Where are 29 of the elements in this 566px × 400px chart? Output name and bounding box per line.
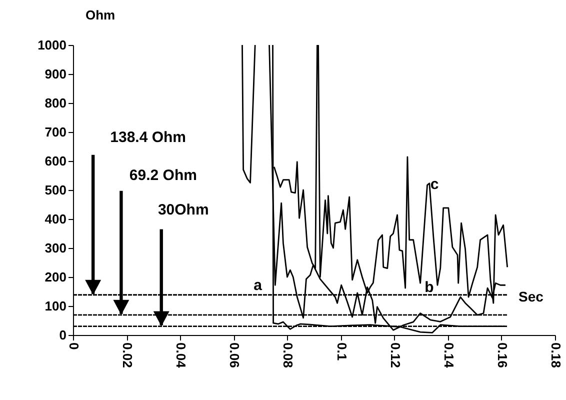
annotation: c (430, 176, 439, 194)
annotation: 138.4 Ohm (110, 128, 186, 146)
y-axis-title: Ohm (86, 8, 116, 22)
x-tick-label: 0.08 (280, 342, 296, 368)
x-tick-label: 0.06 (227, 342, 242, 368)
annotation: a (254, 276, 263, 294)
x-tick-label: 0.14 (441, 342, 456, 369)
y-tick-label: 300 (44, 240, 66, 256)
y-tick-label: 700 (44, 124, 66, 140)
y-tick-label: 1000 (38, 38, 66, 52)
y-tick-label: 900 (44, 66, 66, 82)
x-tick-label: 0.16 (494, 342, 510, 368)
x-tick-label: 0.18 (548, 342, 564, 368)
x-tick-label: 0.02 (120, 342, 136, 368)
y-tick-label: 0 (59, 328, 66, 342)
x-tick-label: 0.12 (388, 342, 403, 368)
annotation: b (424, 278, 434, 296)
y-tick-label: 600 (44, 154, 66, 168)
annotation: 69.2 Ohm (129, 166, 197, 184)
y-tick-label: 400 (44, 212, 66, 226)
x-tick-label: 0 (66, 342, 82, 350)
x-tick-label: 0.04 (174, 342, 189, 369)
x-tick-label: 0.1 (334, 342, 350, 361)
y-tick-label: 200 (44, 270, 66, 284)
y-tick-label: 500 (44, 182, 66, 198)
y-tick-label: 100 (44, 298, 66, 314)
x-axis-title: Sec (518, 288, 544, 304)
y-tick-label: 800 (44, 96, 66, 110)
annotation: 30Ohm (158, 201, 209, 218)
